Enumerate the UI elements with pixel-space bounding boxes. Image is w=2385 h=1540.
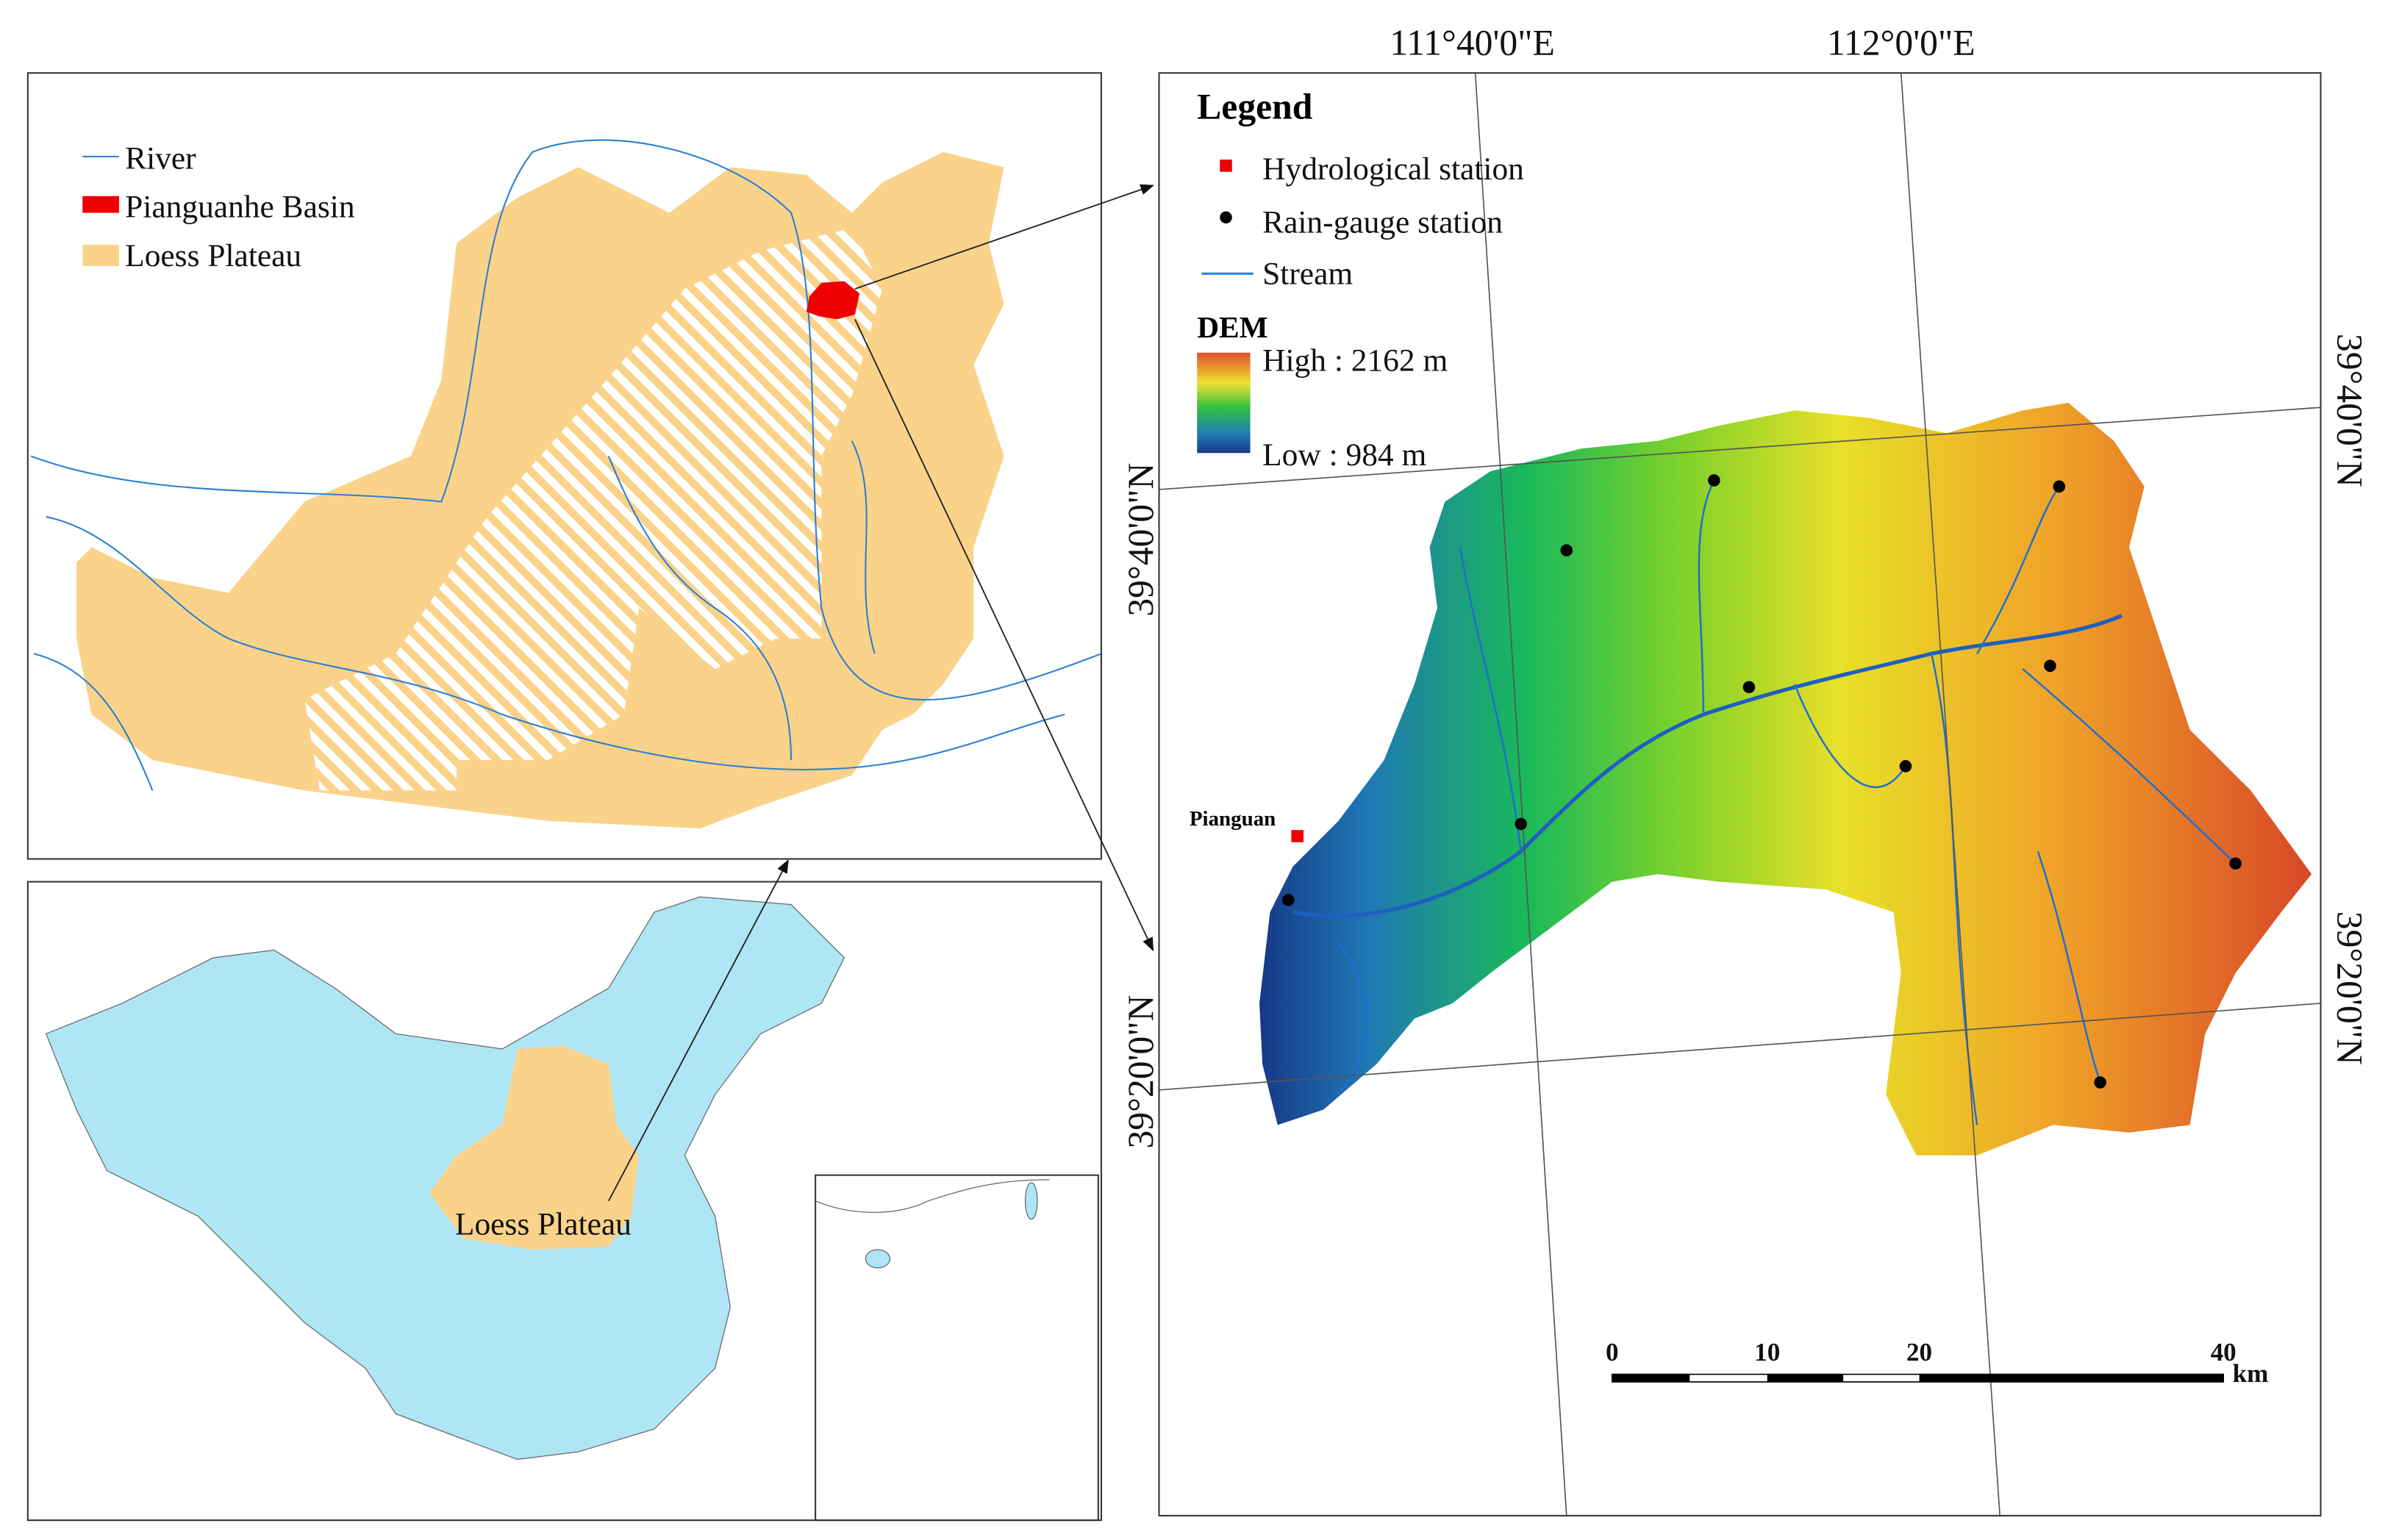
graticule-line xyxy=(1159,1003,2321,1091)
rain-gauge xyxy=(1515,817,1527,831)
rain-gauge xyxy=(2094,1076,2106,1089)
legend-loess: Loess Plateau xyxy=(125,238,301,273)
station-label: Pianguan xyxy=(1190,807,1276,831)
loess-label: Loess Plateau xyxy=(455,1206,632,1242)
scale-segment xyxy=(1767,1374,1844,1382)
lon-label: 112°0'0"E xyxy=(1827,22,1975,62)
arrow xyxy=(608,859,789,1202)
rain-gauges xyxy=(1282,474,2242,1089)
scale-unit: km xyxy=(2233,1359,2269,1388)
lat-label: 39°40'0"N xyxy=(2329,334,2370,487)
scale-label: 40 xyxy=(2211,1338,2236,1367)
south-sea-inset xyxy=(815,1174,1099,1522)
main-stream xyxy=(1292,614,2123,918)
river xyxy=(607,456,793,761)
island xyxy=(1024,1182,1038,1220)
dem-panel: Pianguan Legend Hydrological station Rai… xyxy=(1120,22,2370,1516)
rain-gauge xyxy=(2044,659,2056,673)
pianguanhe-basin xyxy=(806,281,860,320)
lat-label: 39°40'0"N xyxy=(1120,463,1161,617)
hatched-area xyxy=(304,228,883,791)
loess-panel: River Pianguanhe Basin Loess Plateau xyxy=(26,72,1102,860)
arrow xyxy=(854,184,1154,290)
river xyxy=(33,440,876,791)
river xyxy=(46,516,1065,770)
legend-hydro-swatch xyxy=(1220,160,1232,172)
scale-label: 20 xyxy=(1906,1338,1932,1367)
rain-gauge xyxy=(2229,857,2242,870)
dem-low: Low : 984 m xyxy=(1262,437,1426,473)
rain-gauge xyxy=(2053,480,2066,493)
scale-segment xyxy=(1612,1374,1690,1382)
scale-bar: 0 10 20 40 km xyxy=(1606,1338,2268,1388)
rain-gauge xyxy=(1560,544,1573,556)
legend-river: River xyxy=(125,141,196,176)
legend-stream: Stream xyxy=(1262,257,1353,292)
coast xyxy=(815,1179,1050,1213)
basin-dem xyxy=(1259,403,2312,1156)
legend-loess-swatch xyxy=(82,244,119,266)
graticule-line xyxy=(1159,407,2321,490)
panel-frame xyxy=(1158,72,2322,1516)
rain-gauge xyxy=(1899,760,1912,773)
graticule-line xyxy=(1900,73,2000,1516)
rain-gauge xyxy=(1708,474,1720,487)
island xyxy=(865,1249,891,1269)
panel-frame xyxy=(26,72,1102,860)
scale-label: 0 xyxy=(1606,1338,1619,1367)
yellow-river xyxy=(30,139,1102,701)
legend-title: Legend xyxy=(1197,86,1313,126)
scale-label: 10 xyxy=(1754,1338,1780,1367)
lat-label: 39°20'0"N xyxy=(1120,995,1161,1149)
stream xyxy=(1337,479,2236,1125)
hydrological-station xyxy=(1291,830,1304,842)
legend-hydro: Hydrological station xyxy=(1262,151,1524,187)
lon-label: 111°40'0"E xyxy=(1390,22,1555,62)
legend-rain-swatch xyxy=(1220,211,1232,224)
arrow xyxy=(854,318,1154,952)
legend-basin-swatch xyxy=(82,196,119,213)
loess-plateau-china xyxy=(429,1045,640,1250)
legend-rain: Rain-gauge station xyxy=(1262,204,1503,240)
panel-frame xyxy=(26,881,1102,1522)
lat-label: 39°20'0"N xyxy=(2329,912,2370,1065)
scale-segment xyxy=(1919,1374,2224,1382)
china-panel: Loess Plateau xyxy=(26,881,1102,1522)
legend-basin: Pianguanhe Basin xyxy=(125,190,355,225)
dem-high: High : 2162 m xyxy=(1262,343,1448,379)
graticule-line xyxy=(1474,73,1567,1516)
dem-title: DEM xyxy=(1197,310,1268,344)
rain-gauge xyxy=(1742,681,1756,694)
rain-gauge xyxy=(1282,894,1295,906)
dem-colorbar xyxy=(1197,352,1251,454)
